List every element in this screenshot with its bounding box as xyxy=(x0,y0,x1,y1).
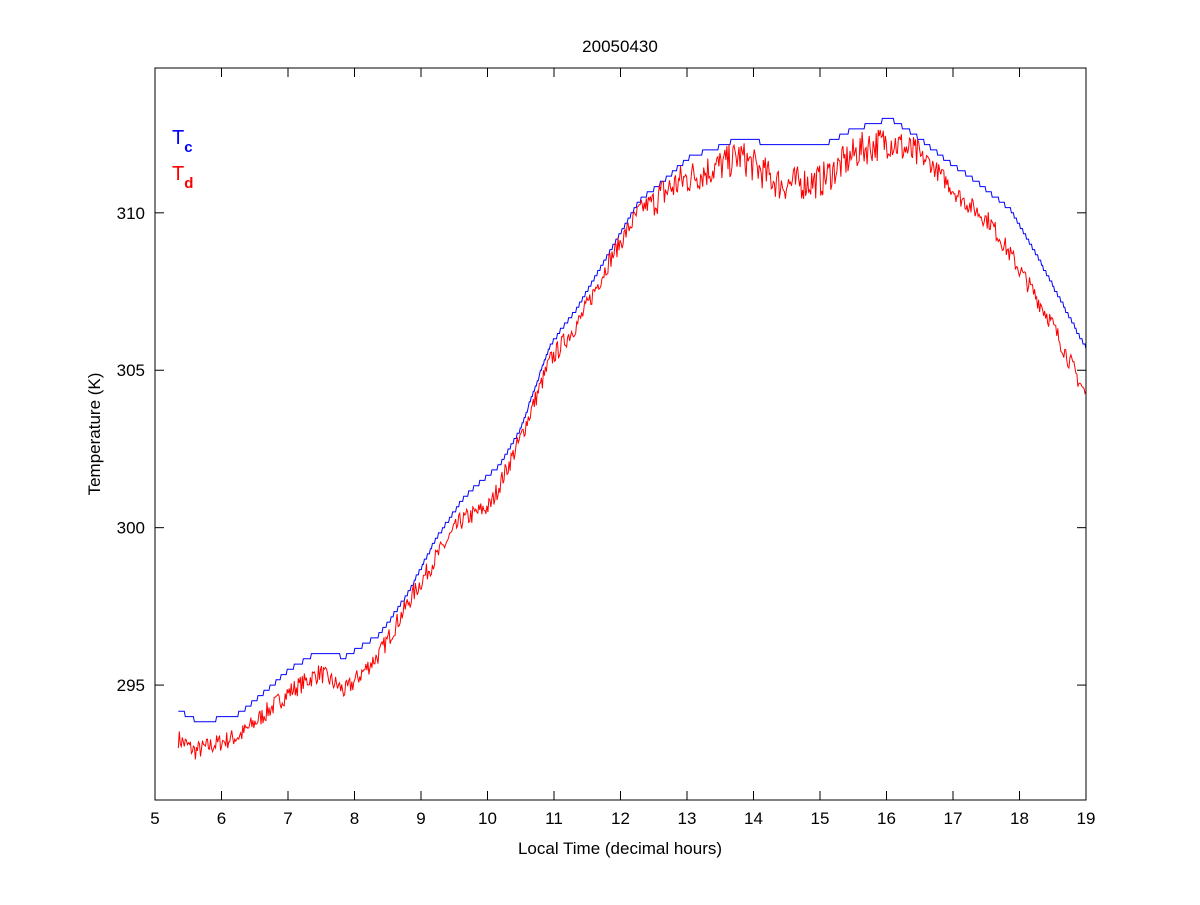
plot-frame xyxy=(154,67,1087,801)
x-tick-label: 12 xyxy=(611,809,630,828)
x-tick-label: 10 xyxy=(478,809,497,828)
x-tick-label: 13 xyxy=(678,809,697,828)
x-axis-label: Local Time (decimal hours) xyxy=(518,839,722,858)
x-tick-label: 16 xyxy=(877,809,896,828)
x-tick-label: 7 xyxy=(283,809,292,828)
x-tick-label: 5 xyxy=(150,809,159,828)
x-tick-label: 9 xyxy=(416,809,425,828)
x-tick-label: 6 xyxy=(217,809,226,828)
series-line-td xyxy=(177,129,1087,760)
x-tick-label: 19 xyxy=(1077,809,1096,828)
y-tick-label: 310 xyxy=(117,204,145,223)
y-tick-label: 300 xyxy=(117,519,145,538)
legend-entry-td: Td xyxy=(172,163,193,192)
chart-title: 20050430 xyxy=(582,37,658,56)
legend: Tc Td xyxy=(172,127,193,192)
y-axis-label: Temperature (K) xyxy=(85,373,104,496)
x-tick-label: 18 xyxy=(1010,809,1029,828)
series-line-tc xyxy=(178,117,1087,723)
y-tick-label: 305 xyxy=(117,361,145,380)
x-tick-label: 17 xyxy=(944,809,963,828)
x-tick-label: 11 xyxy=(545,809,563,828)
x-tick-label: 8 xyxy=(350,809,359,828)
x-tick-label: 15 xyxy=(811,809,830,828)
y-tick-label: 295 xyxy=(117,676,145,695)
legend-entry-tc: Tc xyxy=(172,127,193,156)
x-tick-label: 14 xyxy=(744,809,763,828)
